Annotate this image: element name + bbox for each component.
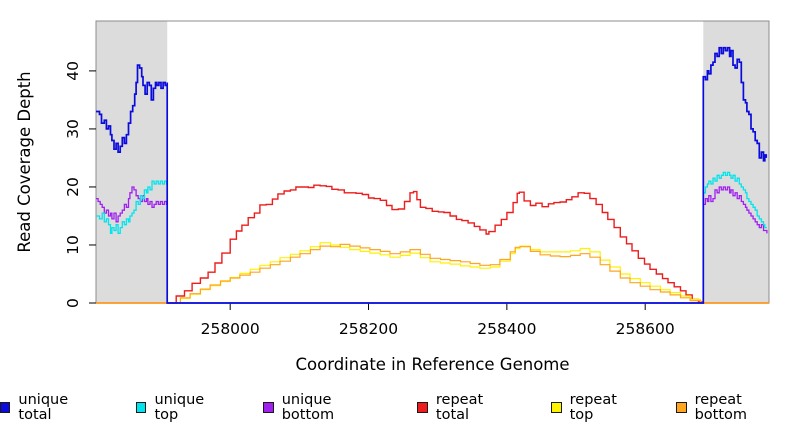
legend-swatch-icon bbox=[136, 402, 147, 413]
legend-item-repeat-top: repeat top bbox=[551, 393, 640, 422]
shaded-flank-region bbox=[96, 21, 168, 303]
legend-label: repeat total bbox=[435, 392, 484, 423]
x-tick-label: 258200 bbox=[339, 320, 398, 338]
x-tick-label: 258600 bbox=[616, 320, 675, 338]
series-repeat-total bbox=[96, 184, 769, 304]
y-axis-title: Read Coverage Depth bbox=[15, 71, 34, 252]
legend-label: unique bottom bbox=[281, 392, 335, 423]
legend-item-unique-bottom: unique bottom bbox=[263, 393, 381, 422]
y-tick-label: 20 bbox=[64, 177, 82, 197]
legend-swatch-icon bbox=[676, 402, 687, 413]
legend-swatch-icon bbox=[551, 402, 562, 413]
legend-label: unique total bbox=[18, 392, 69, 423]
legend-label: unique top bbox=[154, 392, 205, 423]
series-unique-total bbox=[96, 46, 768, 304]
legend-item-unique-total: unique total bbox=[0, 393, 100, 422]
y-tick-label: 40 bbox=[64, 61, 82, 81]
plot-legend: unique total unique top unique bottom repea… bbox=[0, 393, 792, 422]
coverage-plot: 258000 258200 258400 258600 0 10 20 30 40 Coordin… bbox=[15, 20, 770, 374]
legend-item-repeat-total: repeat total bbox=[417, 393, 515, 422]
x-axis-title: Coordinate in Reference Genome bbox=[295, 355, 569, 374]
y-tick-label: 0 bbox=[64, 298, 82, 308]
x-tick-label: 258400 bbox=[477, 320, 536, 338]
plot-frame bbox=[95, 20, 770, 304]
legend-swatch-icon bbox=[0, 402, 11, 413]
x-tick-label: 258000 bbox=[201, 320, 260, 338]
legend-item-repeat-bottom: repeat bottom bbox=[676, 393, 792, 422]
legend-swatch-icon bbox=[417, 402, 428, 413]
legend-label: repeat top bbox=[569, 392, 617, 423]
y-tick-label: 30 bbox=[64, 119, 82, 139]
y-tick-label: 10 bbox=[64, 235, 82, 255]
series-repeat-bottom bbox=[96, 243, 769, 304]
legend-label: repeat bottom bbox=[694, 392, 748, 423]
legend-item-unique-top: unique top bbox=[136, 393, 227, 422]
legend-swatch-icon bbox=[263, 402, 274, 413]
series-unique-bottom bbox=[96, 186, 768, 304]
